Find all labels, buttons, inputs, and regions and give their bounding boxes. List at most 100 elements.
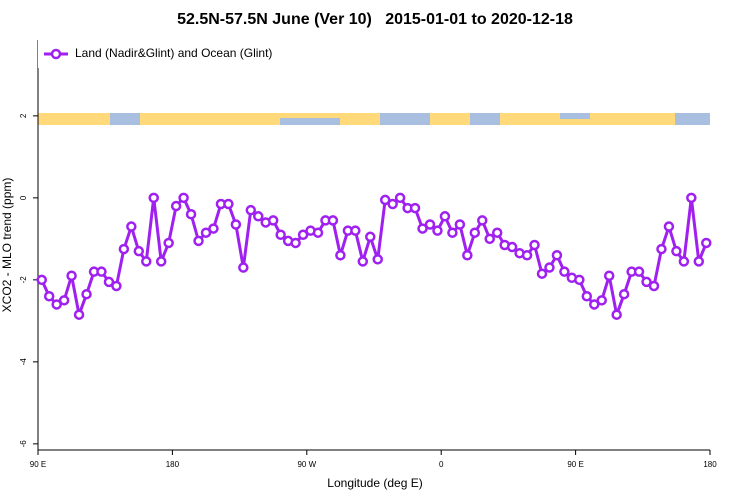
data-point bbox=[297, 229, 309, 240]
data-point bbox=[208, 223, 219, 234]
data-point bbox=[230, 219, 242, 230]
data-point bbox=[357, 256, 369, 267]
data-point bbox=[73, 309, 85, 320]
data-point bbox=[656, 243, 667, 255]
data-point bbox=[663, 221, 675, 232]
data-point bbox=[155, 256, 167, 267]
data-point bbox=[335, 250, 346, 261]
legend-marker bbox=[50, 48, 62, 60]
data-point bbox=[58, 295, 70, 306]
x-tick-label: 90 E bbox=[30, 460, 46, 469]
data-point bbox=[701, 237, 712, 249]
data-point bbox=[648, 280, 660, 292]
data-point bbox=[529, 239, 540, 251]
legend-label: Land (Nadir&Glint) and Ocean (Glint) bbox=[75, 46, 272, 60]
data-point bbox=[469, 227, 481, 238]
x-tick-label: 90 E bbox=[567, 460, 583, 469]
data-point bbox=[327, 215, 339, 226]
x-axis-label: Longitude (deg E) bbox=[327, 476, 422, 490]
data-point bbox=[551, 250, 563, 261]
data-point bbox=[611, 309, 622, 320]
data-point bbox=[350, 225, 361, 236]
data-point bbox=[447, 227, 458, 238]
y-tick-label: 2 bbox=[19, 113, 28, 118]
data-point bbox=[223, 198, 234, 210]
data-point bbox=[603, 270, 615, 281]
data-point bbox=[477, 215, 488, 226]
x-tick-label: 180 bbox=[703, 460, 717, 469]
data-point bbox=[544, 262, 555, 273]
data-point bbox=[245, 204, 257, 216]
x-tick-label: 90 W bbox=[297, 460, 316, 469]
data-point bbox=[559, 266, 570, 277]
data-point bbox=[81, 288, 92, 300]
data-point bbox=[589, 299, 600, 310]
x-tick-label: 180 bbox=[166, 460, 180, 469]
data-point bbox=[379, 194, 391, 206]
data-point bbox=[521, 250, 533, 261]
data-point bbox=[686, 192, 697, 204]
data-point bbox=[454, 219, 466, 230]
data-point bbox=[641, 276, 652, 288]
data-point bbox=[275, 229, 286, 240]
data-point bbox=[290, 237, 301, 249]
data-point bbox=[133, 245, 145, 257]
data-point bbox=[178, 192, 189, 204]
data-point bbox=[267, 215, 279, 226]
ocean-strip bbox=[280, 118, 340, 125]
data-point bbox=[118, 243, 130, 255]
data-point bbox=[462, 250, 473, 261]
land-ocean-strip bbox=[38, 113, 710, 125]
chart-title: 52.5N-57.5N June (Ver 10) 2015-01-01 to … bbox=[177, 11, 573, 28]
data-point bbox=[36, 274, 47, 286]
land-strip bbox=[38, 113, 110, 125]
data-point bbox=[618, 288, 630, 300]
data-point bbox=[185, 209, 197, 220]
data-point bbox=[633, 266, 645, 277]
data-point bbox=[581, 291, 593, 302]
y-tick-label: -4 bbox=[19, 358, 28, 366]
ocean-strip bbox=[560, 113, 590, 119]
data-point bbox=[126, 221, 137, 232]
data-point bbox=[439, 211, 451, 222]
data-point bbox=[372, 254, 383, 265]
land-strip bbox=[430, 113, 470, 125]
data-point bbox=[51, 299, 62, 310]
data-point bbox=[484, 233, 495, 245]
y-axis-label: XCO2 - MLO trend (ppm) bbox=[0, 178, 14, 313]
data-point bbox=[365, 231, 376, 243]
data-point bbox=[111, 280, 122, 292]
data-point bbox=[409, 202, 421, 214]
data-point bbox=[596, 295, 607, 306]
data-point bbox=[574, 274, 585, 286]
data-point bbox=[417, 223, 428, 234]
data-point bbox=[66, 270, 77, 281]
y-tick-label: -6 bbox=[19, 440, 28, 448]
legend bbox=[38, 40, 310, 68]
data-point bbox=[536, 268, 548, 279]
data-point bbox=[424, 219, 436, 230]
data-point bbox=[506, 241, 518, 253]
data-point bbox=[238, 262, 249, 273]
data-point bbox=[394, 192, 406, 204]
data-point bbox=[148, 192, 159, 204]
data-point bbox=[671, 245, 682, 257]
data-point bbox=[170, 200, 182, 212]
data-point bbox=[193, 235, 204, 247]
x-tick-label: 0 bbox=[439, 460, 444, 469]
data-point bbox=[678, 256, 690, 267]
data-point bbox=[693, 256, 705, 267]
land-strip bbox=[140, 113, 380, 125]
y-tick-label: 0 bbox=[19, 195, 28, 200]
data-point bbox=[96, 266, 107, 277]
y-tick-label: -2 bbox=[19, 276, 28, 284]
data-point bbox=[43, 291, 55, 302]
data-point bbox=[200, 227, 212, 238]
data-point bbox=[163, 237, 174, 249]
data-point bbox=[103, 276, 115, 288]
data-point bbox=[141, 256, 152, 267]
data-point bbox=[387, 198, 398, 210]
data-point bbox=[491, 227, 503, 238]
data-point bbox=[432, 225, 443, 236]
